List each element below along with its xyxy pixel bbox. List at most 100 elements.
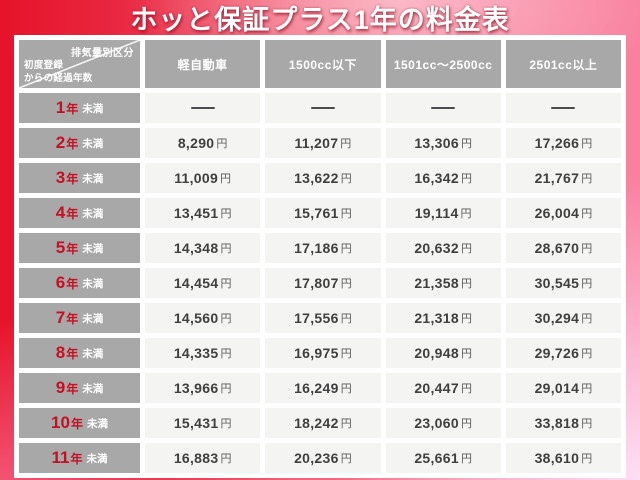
currency-suffix: 円 (581, 278, 593, 290)
currency-suffix: 円 (220, 383, 232, 395)
row-label-11yr: 11 年未満 (19, 443, 140, 473)
row-qualifier: 未満 (82, 347, 104, 360)
currency-suffix: 円 (340, 138, 352, 150)
price-cell: 18,242 円 (265, 408, 381, 438)
currency-suffix: 円 (220, 173, 232, 185)
currency-suffix: 円 (460, 313, 472, 325)
currency-suffix: 円 (340, 383, 352, 395)
price-amount: 15,431 (173, 415, 219, 431)
price-table: 排気量別区分 初度登録 からの経過年数 軽自動車 1500cc以下 1501cc… (14, 35, 626, 478)
row-year-unit: 年 (70, 451, 83, 466)
dash-placeholder (310, 106, 335, 110)
price-amount: 33,818 (534, 415, 580, 431)
row-qualifier: 未満 (86, 417, 108, 430)
price-cell: 20,632 円 (385, 233, 501, 263)
price-amount: 17,266 (534, 135, 580, 151)
row-label-3yr: 3 年未満 (19, 163, 140, 193)
price-cell: 30,545 円 (505, 268, 621, 298)
currency-suffix: 円 (581, 383, 593, 395)
price-cell (145, 93, 261, 123)
row-year-number: 7 (55, 308, 66, 327)
page-title: ホッと保証プラス1年の料金表 (130, 5, 510, 35)
price-amount: 16,975 (294, 345, 339, 361)
corner-label-line1: 初度登録 (24, 60, 64, 72)
row-label-2yr: 2 年未満 (19, 128, 140, 158)
currency-suffix: 円 (220, 418, 232, 430)
price-amount: 23,060 (414, 415, 459, 431)
price-cell: 20,948 円 (385, 338, 501, 368)
currency-suffix: 円 (460, 453, 472, 465)
price-cell: 13,622 円 (265, 163, 381, 193)
price-cell: 29,014 円 (505, 373, 621, 403)
currency-suffix: 円 (340, 453, 352, 465)
currency-suffix: 円 (340, 243, 352, 255)
table-grid: 排気量別区分 初度登録 からの経過年数 軽自動車 1500cc以下 1501cc… (19, 40, 621, 473)
currency-suffix: 円 (340, 348, 352, 360)
price-amount: 16,249 (294, 380, 339, 396)
currency-suffix: 円 (581, 453, 593, 465)
price-amount: 11,207 (294, 135, 339, 151)
row-year-unit: 年 (66, 136, 79, 151)
price-amount: 26,004 (534, 205, 580, 221)
price-amount: 16,883 (173, 450, 219, 466)
price-cell: 16,883 円 (145, 443, 261, 473)
row-year-number: 2 (55, 133, 66, 152)
currency-suffix: 円 (460, 418, 472, 430)
currency-suffix: 円 (581, 243, 593, 255)
column-header-kei-car: 軽自動車 (145, 40, 261, 88)
currency-suffix: 円 (581, 208, 593, 220)
price-amount: 38,610 (534, 450, 580, 466)
row-year-number: 6 (55, 273, 66, 292)
dash-placeholder (190, 106, 215, 110)
row-year-number: 11 (51, 448, 70, 467)
row-qualifier: 未満 (82, 312, 104, 325)
price-amount: 29,726 (534, 345, 580, 361)
price-amount: 13,451 (173, 205, 219, 221)
row-year-unit: 年 (70, 416, 83, 431)
currency-suffix: 円 (340, 313, 352, 325)
price-amount: 30,294 (534, 310, 580, 326)
price-cell: 17,186 円 (265, 233, 381, 263)
price-amount: 20,948 (414, 345, 459, 361)
row-label-9yr: 9 年未満 (19, 373, 140, 403)
row-label-4yr: 4 年未満 (19, 198, 140, 228)
price-amount: 14,335 (173, 345, 219, 361)
corner-label-elapsed-years: 初度登録 からの経過年数 (24, 60, 93, 85)
price-cell (265, 93, 381, 123)
price-cell: 38,610 円 (505, 443, 621, 473)
price-cell: 13,966 円 (145, 373, 261, 403)
currency-suffix: 円 (340, 278, 352, 290)
currency-suffix: 円 (581, 313, 593, 325)
currency-suffix: 円 (220, 208, 232, 220)
price-amount: 28,670 (534, 240, 580, 256)
row-year-unit: 年 (66, 241, 79, 256)
currency-suffix: 円 (581, 138, 593, 150)
row-label-8yr: 8 年未満 (19, 338, 140, 368)
price-cell: 26,004 円 (505, 198, 621, 228)
row-year-number: 9 (55, 378, 66, 397)
price-amount: 21,318 (414, 310, 459, 326)
price-cell: 14,560 円 (145, 303, 261, 333)
currency-suffix: 円 (220, 313, 232, 325)
price-cell: 13,306 円 (385, 128, 501, 158)
price-amount: 13,622 (294, 170, 339, 186)
column-header-1501-2500cc: 1501cc〜2500cc (385, 40, 501, 88)
currency-suffix: 円 (581, 173, 593, 185)
price-cell: 17,556 円 (265, 303, 381, 333)
dash-placeholder (431, 106, 456, 110)
currency-suffix: 円 (460, 243, 472, 255)
row-label-10yr: 10 年未満 (19, 408, 140, 438)
price-amount: 29,014 (534, 380, 580, 396)
price-cell: 20,447 円 (385, 373, 501, 403)
price-cell: 11,009 円 (145, 163, 261, 193)
price-amount: 8,290 (177, 135, 215, 151)
price-amount: 19,114 (414, 205, 459, 221)
row-label-1yr: 1 年未満 (19, 93, 140, 123)
currency-suffix: 円 (340, 173, 352, 185)
row-qualifier: 未満 (82, 207, 104, 220)
price-cell: 33,818 円 (505, 408, 621, 438)
price-amount: 11,009 (174, 170, 219, 186)
price-cell: 21,358 円 (385, 268, 501, 298)
row-qualifier: 未満 (82, 382, 104, 395)
